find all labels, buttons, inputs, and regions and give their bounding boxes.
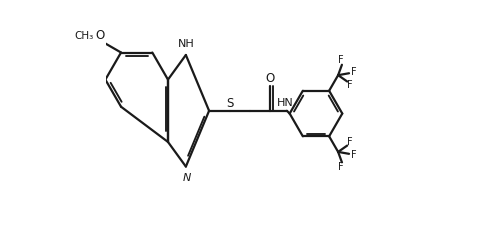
Text: CH₃: CH₃	[75, 31, 94, 41]
Text: S: S	[226, 96, 234, 110]
Text: F: F	[338, 55, 344, 65]
Text: F: F	[351, 67, 356, 77]
Text: F: F	[347, 137, 353, 147]
Text: F: F	[351, 150, 356, 160]
Text: O: O	[96, 29, 105, 42]
Text: N: N	[183, 173, 191, 183]
Text: HN: HN	[277, 98, 294, 108]
Text: O: O	[265, 73, 274, 85]
Text: NH: NH	[178, 39, 195, 49]
Text: F: F	[347, 80, 353, 90]
Text: F: F	[338, 162, 344, 172]
